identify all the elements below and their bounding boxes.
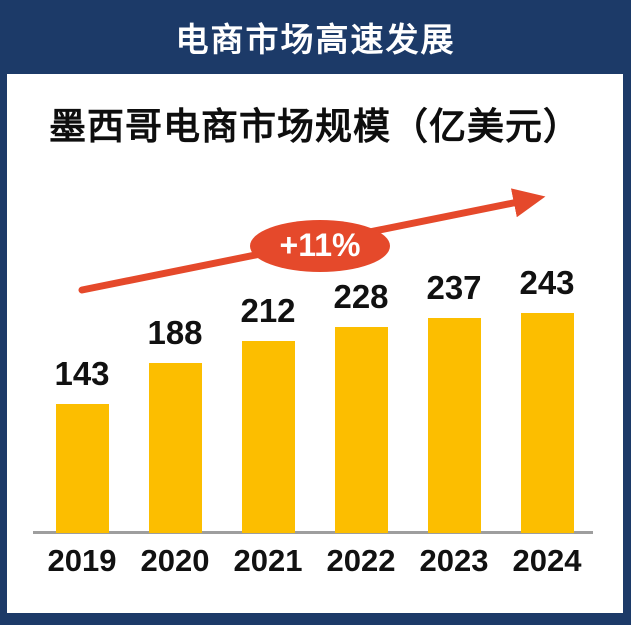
bar-2024 bbox=[520, 313, 574, 533]
x-axis-label-2022: 2022 bbox=[326, 543, 396, 578]
bar-value-label-2023: 237 bbox=[426, 269, 482, 306]
x-axis-label-2019: 2019 bbox=[47, 543, 117, 578]
bar-2021 bbox=[241, 341, 295, 533]
bar-2019 bbox=[55, 404, 109, 533]
chart-card bbox=[7, 74, 623, 613]
banner-title: 电商市场高速发展 bbox=[175, 21, 456, 58]
bar-value-label-2019: 143 bbox=[54, 355, 110, 392]
bar-value-label-2024: 243 bbox=[519, 264, 575, 301]
x-axis-label-2024: 2024 bbox=[512, 543, 582, 578]
bar-2023 bbox=[427, 318, 481, 533]
header-banner: 电商市场高速发展 bbox=[0, 0, 631, 74]
x-axis-line bbox=[33, 531, 593, 534]
bar-value-label-2021: 212 bbox=[240, 292, 296, 329]
bar-value-label-2022: 228 bbox=[333, 278, 389, 315]
bar-2022 bbox=[334, 327, 388, 533]
bar-value-label-2020: 188 bbox=[147, 314, 203, 351]
x-axis-label-2020: 2020 bbox=[140, 543, 210, 578]
x-axis-label-2021: 2021 bbox=[233, 543, 303, 578]
chart-title: 墨西哥电商市场规模（亿美元） bbox=[49, 106, 581, 147]
x-axis-label-2023: 2023 bbox=[419, 543, 489, 578]
bar-2020 bbox=[148, 363, 202, 533]
